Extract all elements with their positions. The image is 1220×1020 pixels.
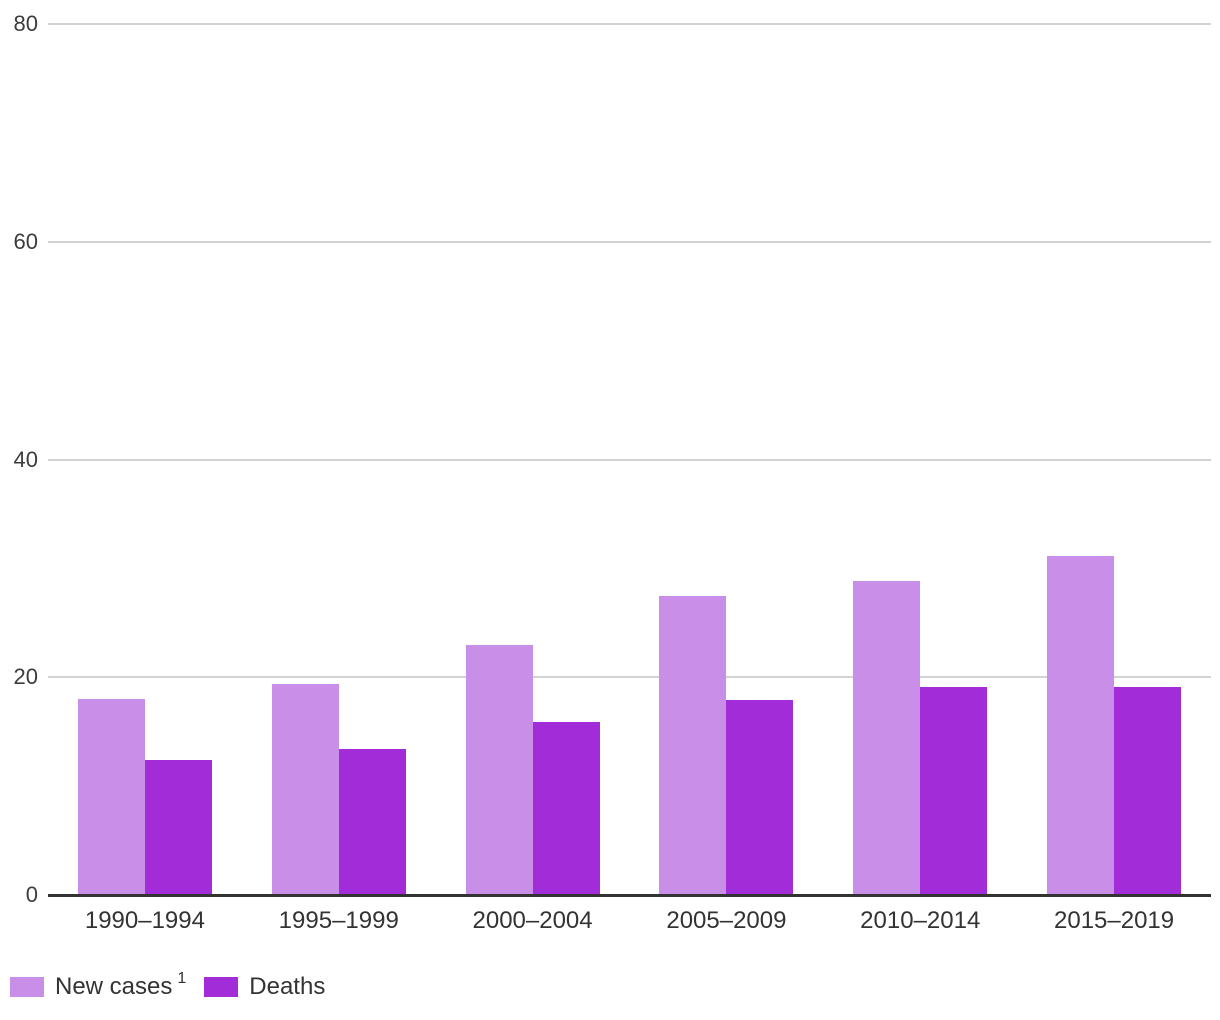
- y-tick-label-80: 80: [13, 11, 38, 36]
- bar-new-cases-0: [77, 699, 145, 895]
- legend-item-new-cases: New cases 1: [10, 970, 187, 1001]
- legend-superscript-footnote: 1: [177, 970, 187, 987]
- gridline-y-20: [48, 676, 1211, 679]
- legend-item-deaths: Deaths: [204, 973, 325, 1001]
- bar-deaths-0: [144, 759, 212, 895]
- x-tick-label-5: 2015–2019: [1054, 907, 1175, 934]
- gridline-y-80: [48, 23, 1211, 25]
- x-tick-label-3: 2005–2009: [666, 907, 787, 934]
- legend-swatch-new-cases: [10, 976, 44, 997]
- y-tick-label-60: 60: [13, 228, 38, 254]
- x-tick-label-1: 1995–1999: [278, 907, 399, 934]
- bar-deaths-1: [338, 749, 406, 895]
- bar-new-cases-4: [853, 581, 921, 895]
- bar-deaths-3: [726, 700, 794, 895]
- x-tick-label-2: 2000–2004: [472, 907, 593, 934]
- legend-label-new-cases: New cases 1: [55, 970, 187, 1001]
- y-tick-label-20: 20: [13, 664, 38, 690]
- bar-new-cases-2: [465, 644, 533, 895]
- bar-new-cases-5: [1047, 556, 1115, 895]
- x-tick-label-4: 2010–2014: [860, 907, 981, 934]
- bar-deaths-5: [1114, 687, 1182, 895]
- x-tick-label-0: 1990–1994: [84, 907, 205, 934]
- gridline-y-40: [48, 458, 1211, 461]
- gridline-y-60: [48, 240, 1211, 243]
- bar-deaths-2: [532, 721, 600, 895]
- legend: New cases 1 Deaths: [10, 970, 343, 1001]
- bar-new-cases-3: [659, 595, 727, 895]
- y-tick-label-40: 40: [13, 446, 38, 472]
- bar-deaths-4: [920, 687, 988, 895]
- bar-new-cases-1: [271, 683, 339, 895]
- legend-swatch-deaths: [204, 976, 239, 997]
- y-tick-label-0: 0: [25, 882, 38, 907]
- x-axis-line: [48, 893, 1211, 897]
- legend-text-new-cases: New cases: [55, 973, 173, 1000]
- legend-label-deaths: Deaths: [249, 972, 326, 1000]
